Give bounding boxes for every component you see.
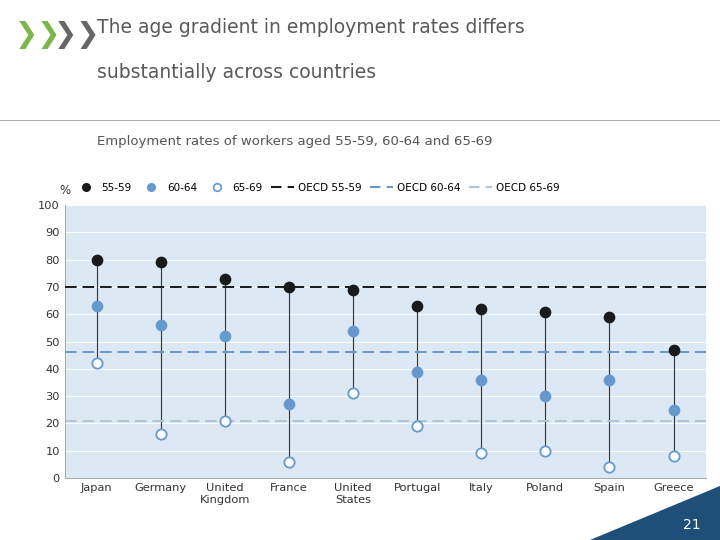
Point bbox=[220, 332, 231, 340]
Point bbox=[668, 452, 680, 461]
Legend: 55-59, 60-64, 65-69, OECD 55-59, OECD 60-64, OECD 65-69: 55-59, 60-64, 65-69, OECD 55-59, OECD 60… bbox=[70, 179, 564, 197]
Point bbox=[348, 286, 359, 294]
Point bbox=[156, 258, 167, 267]
Point bbox=[540, 392, 552, 401]
Point bbox=[604, 375, 616, 384]
Point bbox=[156, 430, 167, 438]
Text: The age gradient in employment rates differs: The age gradient in employment rates dif… bbox=[97, 18, 525, 37]
Point bbox=[220, 416, 231, 425]
Point bbox=[604, 313, 616, 321]
Point bbox=[284, 457, 295, 466]
Polygon shape bbox=[590, 486, 720, 540]
Point bbox=[220, 274, 231, 283]
Point bbox=[412, 367, 423, 376]
Point bbox=[476, 375, 487, 384]
Point bbox=[412, 422, 423, 430]
Point bbox=[540, 446, 552, 455]
Point bbox=[91, 255, 103, 264]
Point bbox=[284, 283, 295, 292]
Text: 21: 21 bbox=[683, 518, 701, 532]
Text: %: % bbox=[59, 184, 71, 197]
Point bbox=[348, 326, 359, 335]
Point bbox=[91, 302, 103, 310]
Point bbox=[540, 307, 552, 316]
Point bbox=[284, 400, 295, 409]
Point bbox=[604, 463, 616, 471]
Text: Employment rates of workers aged 55-59, 60-64 and 65-69: Employment rates of workers aged 55-59, … bbox=[97, 134, 492, 148]
Point bbox=[476, 449, 487, 458]
Text: ❯❯: ❯❯ bbox=[14, 21, 61, 49]
Point bbox=[668, 346, 680, 354]
Point bbox=[476, 305, 487, 313]
Point bbox=[156, 321, 167, 329]
Point bbox=[91, 359, 103, 368]
Point bbox=[412, 302, 423, 310]
Text: ❯❯: ❯❯ bbox=[54, 21, 101, 49]
Point bbox=[348, 389, 359, 397]
Text: substantially across countries: substantially across countries bbox=[97, 63, 377, 82]
Point bbox=[668, 406, 680, 414]
